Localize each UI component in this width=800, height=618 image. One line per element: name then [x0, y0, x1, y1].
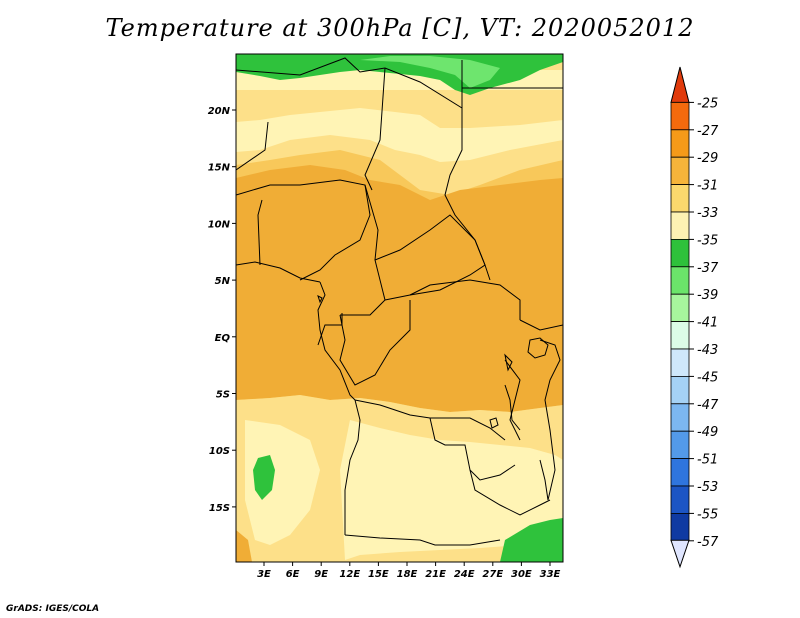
colorbar-top-arrow [670, 66, 690, 103]
coast-lake-malawi [539, 459, 549, 501]
field-south-lighter [340, 420, 563, 560]
colorbar-label: -53 [697, 480, 718, 495]
lat-tick-label: EQ [215, 333, 231, 344]
colorbar-label: -41 [697, 316, 718, 331]
coast-west-africa [236, 261, 321, 283]
border-car [374, 214, 486, 301]
lon-tick-label: 18E [397, 569, 418, 580]
field-north-light-green [360, 56, 500, 88]
lon-tick-label: 6E [286, 569, 300, 580]
colorbar-swatch [670, 321, 690, 350]
grads-credit: GrADS: IGES/COLA [6, 604, 100, 614]
coast-bioko [317, 295, 323, 304]
colorbar-swatch [670, 430, 690, 460]
border-angola-west [344, 399, 361, 535]
colorbar-label: -33 [697, 206, 718, 221]
colorbar-label: -39 [697, 288, 718, 303]
border-zambia [469, 469, 551, 516]
colorbar-label: -55 [697, 507, 718, 522]
border-cameroon [340, 184, 386, 316]
colorbar-swatch [670, 238, 690, 268]
border-angola-south [344, 534, 501, 546]
colorbar-label: -47 [697, 398, 719, 413]
lon-tick-label: 9E [314, 569, 328, 580]
colorbar-swatch [670, 348, 690, 377]
lon-tick-label: 21E [425, 569, 446, 580]
colorbar-label: -49 [697, 425, 718, 440]
colorbar-label: -29 [697, 151, 718, 166]
colorbar-swatch [670, 485, 690, 514]
lat-tick-label: 20N [208, 106, 231, 117]
coast-lake-victoria [527, 337, 549, 359]
field-southeast-green [500, 518, 563, 562]
border-east-lakes [539, 339, 561, 501]
colorbar-swatch [670, 513, 690, 542]
longitude-axis: 3E 6E 9E 12E 15E 18E 21E 24E 27E 30E 33E [257, 562, 561, 580]
colorbar-label: -37 [697, 261, 719, 276]
lon-tick-label: 15E [368, 569, 389, 580]
lat-tick-label: 15N [208, 163, 231, 174]
coast-lake-kivu [504, 353, 513, 372]
lat-tick-label: 15S [209, 503, 230, 514]
border-benin [257, 199, 263, 266]
border-nigeria [236, 179, 371, 281]
lon-tick-label: 33E [540, 569, 561, 580]
lon-tick-label: 27E [482, 569, 503, 580]
colorbar: -25 -27 -29 -31 -33 -35 -37 -39 -41 -43 -45 -47 -49 -… [670, 66, 719, 569]
latitude-axis: 20N 15N 10N 5N EQ 5S 10S 15S [208, 106, 236, 514]
lat-tick-label: 10S [209, 446, 230, 457]
chart-title: Temperature at 300hPa [C], VT: 202005201… [105, 14, 695, 42]
lat-tick-label: 5N [215, 276, 231, 287]
field-southwest-green [253, 455, 275, 500]
coast-gulf-guinea [317, 281, 356, 401]
lat-tick-label: 5S [216, 390, 230, 401]
colorbar-swatch [670, 129, 690, 158]
field-north-pale2 [236, 90, 563, 128]
colorbar-swatch [670, 403, 690, 432]
colorbar-swatch [670, 293, 690, 323]
coast-lake-mweru [489, 417, 499, 429]
map-frame [235, 53, 564, 563]
colorbar-swatch [670, 458, 690, 487]
colorbar-swatch [670, 375, 690, 405]
border-angola-east [429, 417, 516, 481]
colorbar-swatch [670, 211, 690, 240]
colorbar-label: -45 [697, 370, 718, 385]
lon-tick-label: 24E [454, 569, 475, 580]
colorbar-label: -27 [697, 124, 719, 139]
border-east [519, 319, 563, 331]
border-congo [339, 300, 411, 386]
colorbar-label: -43 [697, 343, 718, 358]
border-niger-chad [364, 67, 386, 191]
lat-tick-label: 10N [208, 219, 231, 230]
colorbar-label: -35 [697, 233, 718, 248]
border-great-lakes [504, 359, 521, 441]
colorbar-swatch [670, 102, 690, 131]
colorbar-label: -51 [697, 453, 718, 468]
colorbar-label: -25 [697, 96, 718, 111]
field-southwest-orange-corner [236, 530, 252, 562]
field-southwest-lighter [245, 420, 320, 545]
lon-tick-label: 12E [339, 569, 360, 580]
colorbar-swatch [670, 156, 690, 185]
coast-lake-tanganyika [504, 384, 521, 431]
colorbar-label: -57 [697, 535, 719, 550]
temperature-field [236, 54, 563, 562]
country-borders [236, 57, 563, 546]
border-west-sahel [236, 121, 269, 171]
colorbar-label: -31 [697, 179, 718, 194]
colorbar-swatch [670, 266, 690, 295]
lon-tick-label: 3E [257, 569, 271, 580]
colorbar-bottom-arrow [670, 539, 690, 569]
lon-tick-label: 30E [511, 569, 532, 580]
border-drc-north [409, 279, 521, 320]
colorbar-swatch [670, 184, 690, 213]
border-north-libya-egypt [236, 57, 463, 109]
field-central-orange [236, 165, 563, 412]
